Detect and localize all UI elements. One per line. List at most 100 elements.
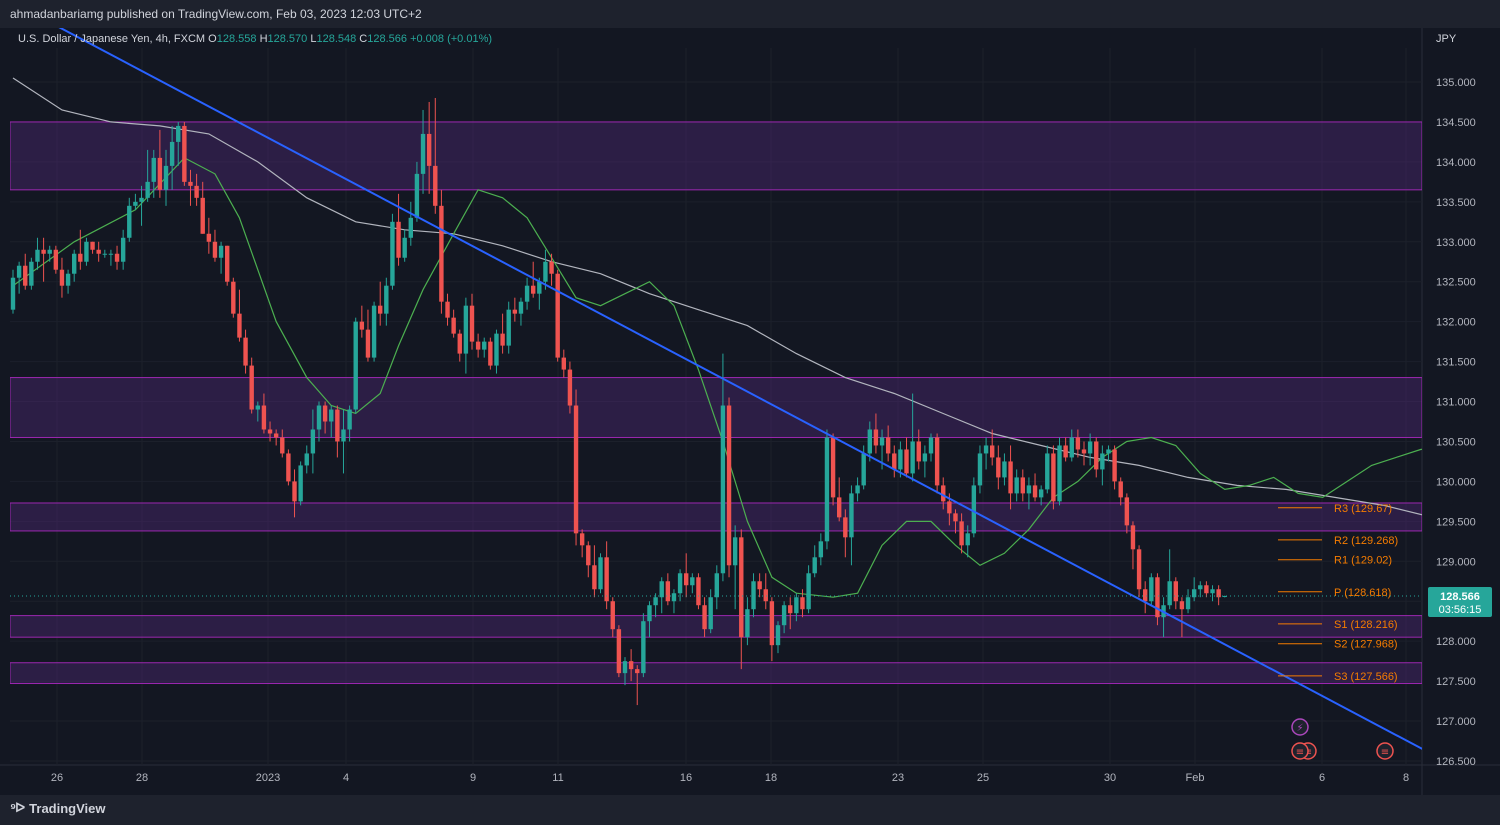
candle-body (775, 625, 781, 646)
candle-body (1038, 489, 1044, 498)
candle-body (120, 237, 126, 262)
candle-body (953, 513, 958, 522)
candle-body (1167, 581, 1172, 606)
candle-body (65, 273, 71, 286)
candle-body (59, 269, 65, 286)
candle-body (1014, 477, 1019, 494)
candle-body (635, 669, 640, 674)
candle-body (1204, 585, 1209, 594)
candle-body (231, 281, 236, 314)
candle-body (1118, 481, 1123, 498)
candle-body (396, 221, 401, 258)
candle-body (941, 485, 946, 502)
candle-body (457, 333, 462, 354)
x-tick-label: 30 (1104, 772, 1116, 784)
candle-body (218, 245, 224, 258)
y-tick-label: 132.000 (1436, 317, 1476, 329)
candle-body (206, 233, 212, 242)
candle-body (194, 185, 199, 198)
candle-body (1149, 577, 1154, 602)
tradingview-brand[interactable]: ⁹ᐅ TradingView (10, 800, 106, 816)
candle-body (1069, 437, 1074, 458)
candle-body (518, 301, 524, 314)
candle-body (53, 249, 59, 270)
y-tick-label: 130.500 (1436, 436, 1476, 448)
supply-demand-zone (10, 377, 1422, 438)
publisher-line: ahmadanbariamg published on TradingView.… (10, 7, 422, 21)
candle-body (1191, 589, 1197, 598)
candle-body (800, 597, 805, 610)
candle-body (885, 437, 891, 454)
candle-body (1124, 497, 1130, 526)
candle-body (273, 433, 279, 438)
candle-body (677, 573, 683, 594)
candle-body (310, 429, 316, 454)
candle-body (916, 441, 921, 462)
candle-body (769, 601, 775, 646)
candle-body (806, 573, 811, 610)
candle-body (873, 429, 879, 446)
candle-body (286, 453, 291, 482)
candle-body (1185, 597, 1191, 610)
candle-body (579, 533, 585, 546)
candle-body (169, 141, 175, 166)
candle-body (531, 285, 536, 294)
candle-body (543, 261, 548, 282)
candle-body (561, 357, 566, 370)
candle-body (1179, 601, 1185, 610)
candle-body (684, 573, 689, 586)
candle-body (555, 273, 560, 358)
bar-countdown-text: 03:56:15 (1439, 604, 1482, 616)
moving-average-slow (12, 77, 1422, 516)
x-tick-label: 8 (1403, 772, 1409, 784)
y-tick-label: 128.000 (1436, 636, 1476, 648)
candle-body (812, 557, 817, 574)
candle-body (1222, 595, 1227, 597)
candle-body (347, 409, 352, 430)
y-tick-label: 126.500 (1436, 756, 1476, 768)
chart-area[interactable] (0, 28, 1500, 795)
y-tick-label: 134.000 (1436, 157, 1476, 169)
candle-body (439, 205, 444, 302)
candle-body (696, 577, 701, 606)
candle-body (469, 305, 475, 342)
candle-body (690, 577, 695, 586)
lightning-event-icon-glyph: ⚡ (1296, 723, 1303, 734)
candle-body (151, 157, 156, 182)
candle-body (494, 333, 499, 366)
supply-demand-zone (10, 121, 1422, 191)
candle-body (1130, 525, 1136, 550)
candle-body (108, 253, 114, 255)
candle-body (139, 197, 144, 202)
candle-body (537, 281, 542, 294)
candle-body (261, 405, 267, 430)
candle-body (665, 581, 671, 602)
tradingview-logo-icon: ⁹ᐅ (10, 800, 25, 815)
candle-body (714, 573, 719, 598)
y-tick-label: 134.500 (1436, 117, 1476, 129)
candle-body (127, 205, 132, 238)
y-tick-label: 132.500 (1436, 277, 1476, 289)
candle-body (1032, 485, 1038, 498)
candle-body (971, 485, 977, 534)
candle-body (549, 261, 554, 274)
candle-body (316, 405, 322, 430)
candle-body (610, 601, 615, 630)
legend-open: O128.558 (208, 33, 257, 45)
supply-demand-zone (10, 662, 1422, 685)
candle-body (837, 497, 842, 518)
candle-body (463, 305, 469, 354)
candle-body (947, 501, 952, 514)
candle-body (176, 125, 181, 142)
candle-body (304, 453, 309, 466)
candle-body (451, 317, 456, 334)
y-tick-label: 129.500 (1436, 516, 1476, 528)
candle-body (359, 321, 365, 330)
candle-body (84, 241, 89, 262)
candle-body (500, 333, 505, 346)
candle-body (1020, 477, 1025, 494)
legend-close: C128.566 (359, 33, 408, 45)
candle-body (794, 597, 799, 614)
candle-body (830, 437, 836, 498)
